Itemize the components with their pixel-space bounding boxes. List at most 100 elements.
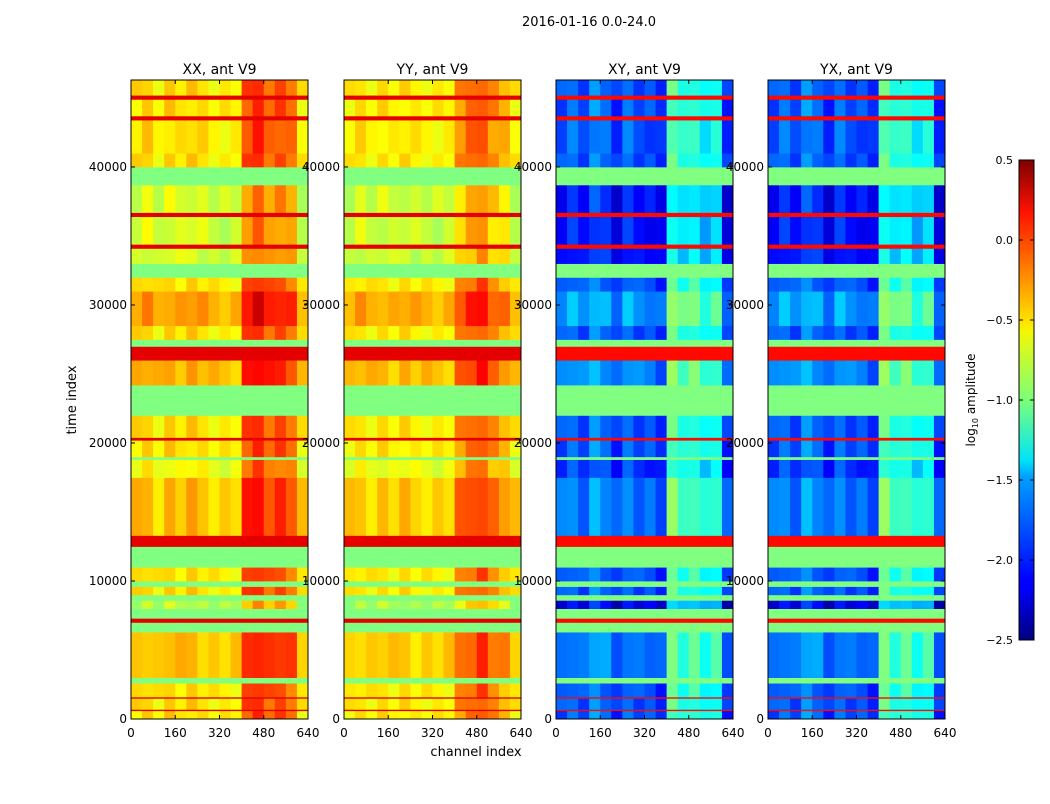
heatmap-cell [779, 277, 791, 292]
heatmap-cell [845, 456, 857, 460]
heatmap-cell [801, 339, 813, 347]
heatmap-cell [710, 99, 723, 117]
heatmap-cell [900, 385, 913, 416]
heatmap-cell [175, 440, 187, 458]
heatmap-cell [600, 360, 612, 386]
heatmap-cell [600, 153, 612, 168]
heatmap-cell [688, 459, 701, 478]
heatmap-cell [933, 696, 946, 699]
heatmap-cell [845, 360, 857, 386]
heatmap-cell [421, 698, 433, 710]
heatmap-cell [845, 248, 857, 264]
heatmap-cell [823, 696, 835, 699]
heatmap-cell [153, 546, 165, 568]
heatmap-cell [186, 385, 198, 416]
heatmap-cell [186, 212, 198, 218]
heatmap-cell [465, 437, 478, 441]
heatmap-cell [768, 580, 780, 587]
heatmap-cell [377, 477, 389, 536]
heatmap-cell [219, 683, 231, 698]
heatmap-cell [644, 346, 656, 361]
heatmap-cell [421, 696, 433, 699]
heatmap-cell [823, 244, 835, 249]
heatmap-cell [285, 600, 298, 609]
heatmap-cell [509, 677, 522, 684]
heatmap-cell [779, 244, 791, 249]
heatmap-cell [366, 120, 378, 154]
heatmap-cell [655, 459, 668, 478]
heatmap-cell [355, 339, 367, 347]
heatmap-cell [366, 600, 378, 609]
heatmap-cell [878, 696, 891, 699]
heatmap-cell [622, 586, 634, 596]
heatmap-cell [867, 212, 880, 218]
heatmap-cell [399, 459, 411, 478]
heatmap-cell [443, 244, 456, 249]
heatmap-cell [241, 212, 254, 218]
heatmap-cell [922, 415, 935, 438]
heatmap-cell [867, 696, 880, 699]
heatmap-cell [834, 683, 846, 698]
colorbar-tick-label: −2.5 [986, 634, 1013, 647]
heatmap-cell [164, 216, 176, 245]
heatmap-cell [556, 477, 568, 536]
heatmap-cell [355, 212, 367, 218]
heatmap-cell [900, 263, 913, 278]
heatmap-cell [498, 339, 511, 347]
y-tick-label: 10000 [726, 574, 764, 588]
heatmap-cell [699, 710, 712, 720]
heatmap-cell [274, 360, 287, 386]
heatmap-cell [399, 622, 411, 633]
heatmap-cell [922, 698, 935, 710]
heatmap-cell [142, 698, 154, 710]
heatmap-cell [834, 567, 846, 582]
y-tick-label: 0 [756, 712, 764, 726]
heatmap-cell [208, 709, 220, 712]
heatmap-cell [153, 567, 165, 582]
heatmap-cell [856, 346, 868, 361]
heatmap-cell [454, 346, 467, 361]
heatmap-cell [377, 415, 389, 438]
heatmap-cell [432, 212, 444, 218]
heatmap-cell [296, 594, 309, 601]
heatmap-cell [790, 608, 802, 619]
heatmap-cell [476, 120, 489, 154]
heatmap-cell [878, 166, 891, 186]
heatmap-cell [933, 683, 946, 698]
heatmap-cell [867, 244, 880, 249]
heatmap-cell [219, 115, 231, 121]
heatmap-cell [465, 567, 478, 582]
heatmap-cell [611, 580, 623, 587]
heatmap-cell [556, 216, 568, 245]
heatmap-cell [285, 415, 298, 438]
heatmap-cell [219, 698, 231, 710]
heatmap-cell [867, 184, 880, 213]
heatmap-cell [856, 440, 868, 458]
heatmap-cell [344, 277, 356, 292]
heatmap-cell [410, 248, 422, 264]
heatmap-cell [622, 456, 634, 460]
heatmap-cell [175, 346, 187, 361]
heatmap-cell [208, 184, 220, 213]
heatmap-cell [812, 683, 824, 698]
heatmap-cell [856, 622, 868, 633]
heatmap-cell [366, 632, 378, 678]
heatmap-cell [710, 339, 723, 347]
heatmap-cell [285, 385, 298, 416]
heatmap-cell [721, 567, 734, 582]
heatmap-cell [263, 459, 276, 478]
heatmap-cell [252, 99, 265, 117]
heatmap-cell [721, 437, 734, 441]
heatmap-cell [911, 95, 924, 100]
heatmap-cell [677, 360, 690, 386]
heatmap-cell [567, 248, 579, 264]
heatmap-cell [476, 622, 489, 633]
heatmap-cell [296, 415, 309, 438]
heatmap-cell [823, 263, 835, 278]
heatmap-cell [790, 346, 802, 361]
heatmap-cell [633, 477, 645, 536]
heatmap-cell [600, 546, 612, 568]
heatmap-cell [721, 115, 734, 121]
heatmap-cell [230, 622, 243, 633]
heatmap-cell [410, 586, 422, 596]
